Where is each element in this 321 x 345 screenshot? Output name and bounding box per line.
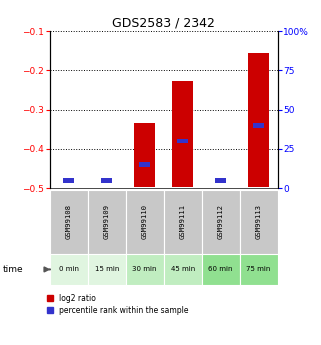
Text: 60 min: 60 min (208, 266, 233, 273)
Bar (240, 254, 278, 285)
Text: 75 min: 75 min (247, 266, 271, 273)
Bar (88, 190, 126, 254)
Bar (134, 123, 155, 187)
Bar (164, 190, 202, 254)
Bar (240, 190, 278, 254)
Text: GSM99108: GSM99108 (66, 204, 72, 239)
Text: GSM99109: GSM99109 (104, 204, 110, 239)
Text: 30 min: 30 min (133, 266, 157, 273)
Bar (50, 190, 88, 254)
Text: time: time (3, 265, 24, 274)
Bar (50, 254, 88, 285)
Text: 15 min: 15 min (95, 266, 119, 273)
Bar (202, 190, 240, 254)
Bar (215, 178, 226, 183)
Text: GSM99110: GSM99110 (142, 204, 148, 239)
Text: 45 min: 45 min (170, 266, 195, 273)
Bar (172, 81, 193, 187)
Bar (177, 139, 188, 143)
Text: GSM99112: GSM99112 (218, 204, 224, 239)
Bar (126, 190, 164, 254)
Bar (202, 254, 240, 285)
Text: 0 min: 0 min (59, 266, 79, 273)
Text: GSM99113: GSM99113 (256, 204, 262, 239)
Title: GDS2583 / 2342: GDS2583 / 2342 (112, 17, 215, 30)
Bar (63, 178, 74, 183)
Bar (126, 254, 164, 285)
Legend: log2 ratio, percentile rank within the sample: log2 ratio, percentile rank within the s… (47, 294, 189, 315)
Bar (253, 123, 265, 128)
Bar (101, 178, 112, 183)
Text: GSM99111: GSM99111 (180, 204, 186, 239)
Bar (139, 162, 151, 167)
Bar (248, 53, 269, 187)
Bar (88, 254, 126, 285)
Bar (164, 254, 202, 285)
